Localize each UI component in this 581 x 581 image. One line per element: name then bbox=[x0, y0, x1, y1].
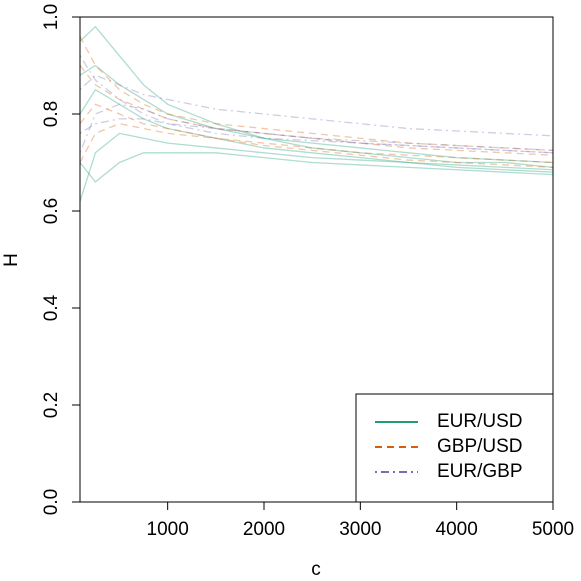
series-line bbox=[79, 103, 554, 164]
x-tick-label: 2000 bbox=[243, 519, 285, 540]
y-tick-label: 0.4 bbox=[41, 294, 62, 321]
series-line bbox=[79, 74, 554, 137]
series-line bbox=[79, 103, 554, 154]
legend-label: GBP/USD bbox=[437, 436, 523, 457]
y-tick-label: 0.2 bbox=[41, 392, 62, 418]
x-tick-label: 1000 bbox=[147, 519, 189, 540]
x-tick-label: 3000 bbox=[339, 519, 381, 540]
y-tick-label: 0.6 bbox=[41, 198, 62, 224]
x-tick-label: 5000 bbox=[532, 519, 574, 540]
legend-label: EUR/GBP bbox=[437, 461, 523, 482]
series-line bbox=[79, 118, 554, 152]
plot-frame bbox=[79, 16, 554, 503]
series-line bbox=[79, 123, 554, 168]
series-line bbox=[79, 64, 554, 164]
y-tick-label: 0.8 bbox=[41, 101, 62, 127]
series-line bbox=[79, 88, 554, 173]
series-line bbox=[79, 55, 554, 154]
series-line bbox=[79, 36, 554, 152]
y-tick-label: 0.0 bbox=[41, 489, 62, 515]
legend-label: EUR/USD bbox=[437, 411, 523, 432]
series-line bbox=[79, 25, 554, 168]
series-line bbox=[79, 65, 554, 156]
y-axis-label: H bbox=[1, 253, 22, 267]
x-axis-label: c bbox=[311, 559, 321, 580]
series-line bbox=[79, 132, 554, 202]
y-tick-label: 1.0 bbox=[41, 4, 62, 30]
x-tick-label: 4000 bbox=[436, 519, 478, 540]
series-line bbox=[79, 152, 554, 183]
